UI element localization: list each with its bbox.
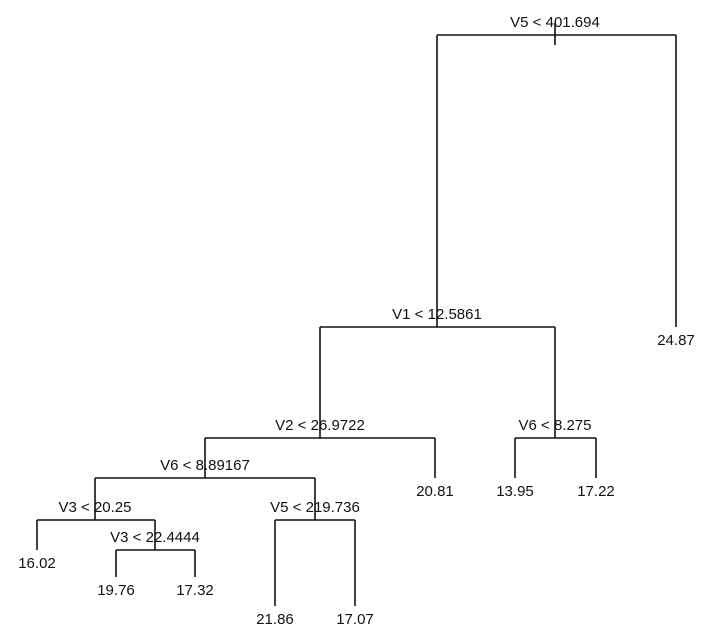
- leaf-label: 20.81: [416, 483, 454, 500]
- leaf-label: 19.76: [97, 582, 135, 599]
- split-label: V5 < 219.736: [270, 499, 360, 516]
- leaf-label: 21.86: [256, 611, 294, 628]
- split-label: V1 < 12.5861: [392, 306, 482, 323]
- split-label: V3 < 20.25: [59, 499, 132, 516]
- split-label: V6 < 8.89167: [160, 457, 250, 474]
- split-label: V5 < 401.694: [510, 14, 600, 31]
- leaf-label: 16.02: [18, 555, 56, 572]
- leaf-label: 17.32: [176, 582, 214, 599]
- split-label: V3 < 22.4444: [110, 529, 200, 546]
- split-label: V2 < 26.9722: [275, 417, 365, 434]
- leaf-label: 17.07: [336, 611, 374, 628]
- leaf-label: 24.87: [657, 332, 695, 349]
- split-label: V6 < 8.275: [519, 417, 592, 434]
- leaf-label: 13.95: [496, 483, 534, 500]
- leaf-label: 17.22: [577, 483, 615, 500]
